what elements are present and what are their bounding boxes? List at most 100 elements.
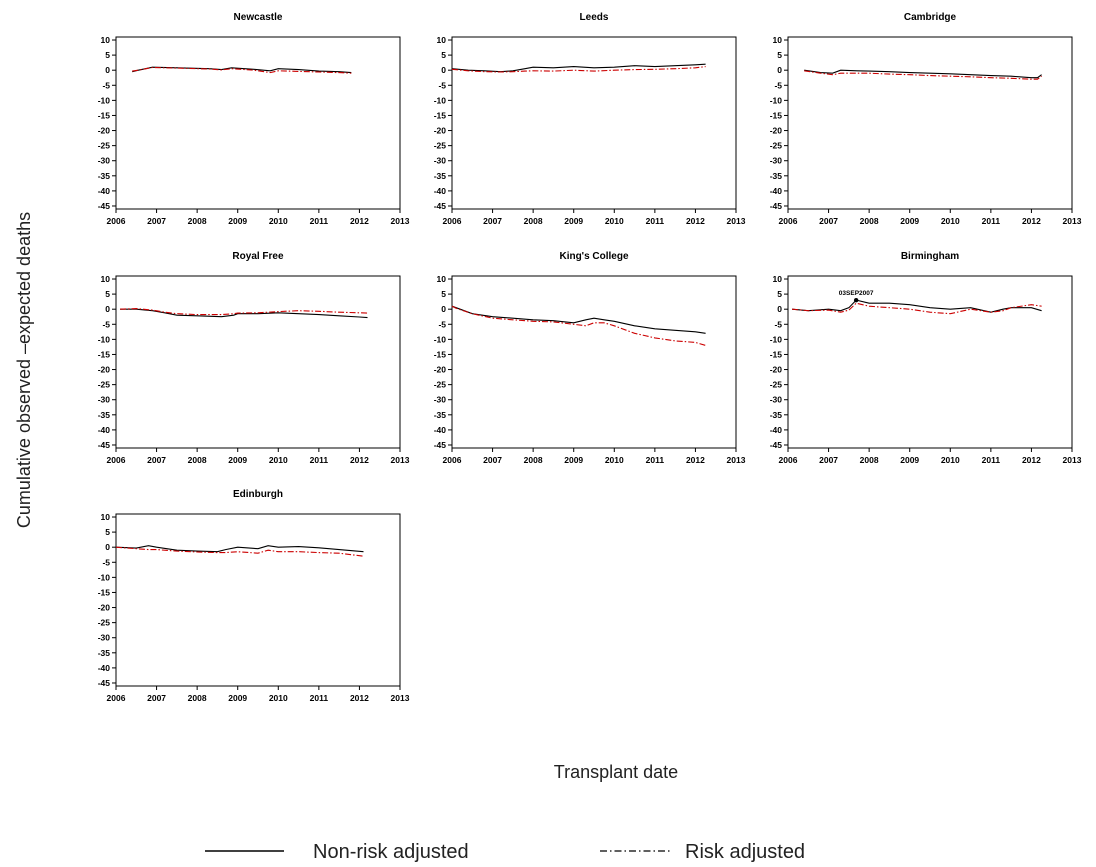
y-tick-label: -15 [770, 110, 783, 120]
panels-layer: Newcastle 10 5 0 -5 -10 -15 -20 -25 -30 -35 -40 -45 2… [98, 12, 1082, 703]
y-tick-label: -45 [98, 678, 111, 688]
y-tick-label: -40 [770, 425, 783, 435]
y-tick-label: -25 [770, 380, 783, 390]
x-tick-label: 2011 [646, 216, 665, 226]
y-tick-label: -30 [98, 633, 111, 643]
x-tick-label: 2011 [310, 455, 329, 465]
plot-frame [115, 275, 401, 449]
x-tick-label: 2010 [269, 693, 288, 703]
y-tick-label: -5 [774, 80, 782, 90]
panel-king-s-college: King's College 10 5 0 -5 -10 -15 -20 -25 -30 -35 -4… [434, 251, 746, 465]
panel-royal-free: Royal Free 10 5 0 -5 -10 -15 -20 -25 -30 -35 -40 -45… [98, 251, 410, 465]
series-line-non-risk-adjusted [804, 69, 1042, 79]
x-tick-label: 2007 [819, 455, 838, 465]
y-tick-label: -20 [434, 365, 447, 375]
y-tick-label: 0 [441, 65, 446, 75]
x-tick-label: 2008 [860, 216, 879, 226]
panel-title: Leeds [580, 12, 609, 23]
x-tick-label: 2007 [147, 455, 166, 465]
x-tick-label: 2013 [727, 455, 746, 465]
y-tick-label: -20 [98, 365, 111, 375]
y-tick-label: -45 [770, 201, 783, 211]
panel-title: Edinburgh [233, 489, 283, 500]
y-tick-label: 5 [441, 289, 446, 299]
y-tick-label: -35 [770, 410, 783, 420]
panel-title: Newcastle [234, 12, 283, 23]
y-tick-label: -15 [770, 349, 783, 359]
x-axis-title: Transplant date [554, 762, 678, 782]
y-tick-label: -25 [98, 141, 111, 151]
y-tick-label: -40 [98, 663, 111, 673]
y-axis-title: Cumulative observed –expected deaths [14, 212, 34, 528]
x-tick-label: 2013 [1063, 455, 1082, 465]
annotation-point [853, 297, 859, 303]
y-tick-label: -40 [434, 186, 447, 196]
x-tick-label: 2009 [564, 216, 583, 226]
x-tick-label: 2009 [564, 455, 583, 465]
series-line-non-risk-adjusted [115, 545, 364, 553]
x-tick-label: 2011 [310, 693, 329, 703]
x-tick-label: 2006 [107, 216, 126, 226]
y-tick-label: -10 [98, 95, 111, 105]
x-tick-label: 2013 [391, 216, 410, 226]
x-tick-label: 2012 [1022, 216, 1041, 226]
panel-newcastle: Newcastle 10 5 0 -5 -10 -15 -20 -25 -30 -35 -40 -45 2… [98, 12, 410, 226]
series-line-risk-adjusted [115, 546, 364, 557]
x-tick-label: 2012 [350, 216, 369, 226]
x-tick-label: 2010 [269, 216, 288, 226]
x-tick-label: 2013 [391, 693, 410, 703]
annotation-label: 03SEP2007 [839, 290, 874, 297]
series-line-risk-adjusted [120, 308, 368, 316]
x-tick-label: 2009 [900, 455, 919, 465]
x-tick-label: 2006 [779, 216, 798, 226]
y-tick-label: -15 [98, 110, 111, 120]
panel-title: Royal Free [232, 251, 284, 262]
x-tick-label: 2007 [147, 216, 166, 226]
x-tick-label: 2008 [188, 455, 207, 465]
y-tick-label: 10 [101, 274, 111, 284]
legend: Non-risk adjusted Risk adjusted [205, 841, 805, 863]
x-tick-label: 2013 [1063, 216, 1082, 226]
y-tick-label: -5 [102, 319, 110, 329]
y-tick-label: 5 [105, 527, 110, 537]
y-tick-label: 0 [441, 304, 446, 314]
panel-cambridge: Cambridge 10 5 0 -5 -10 -15 -20 -25 -30 -35 -40 -45 2… [770, 12, 1082, 226]
y-tick-label: 0 [777, 65, 782, 75]
plot-frame [115, 513, 401, 687]
y-tick-label: -20 [770, 126, 783, 136]
y-tick-label: -30 [98, 395, 111, 405]
y-tick-label: -25 [98, 380, 111, 390]
y-tick-label: -20 [770, 365, 783, 375]
panel-leeds: Leeds 10 5 0 -5 -10 -15 -20 -25 -30 -35 -40 -45 2006 2… [434, 12, 746, 226]
y-tick-label: 5 [777, 289, 782, 299]
series-line-non-risk-adjusted [792, 299, 1042, 313]
plot-frame [451, 36, 737, 210]
y-tick-label: 5 [105, 289, 110, 299]
x-tick-label: 2013 [727, 216, 746, 226]
panel-birmingham: Birmingham 10 5 0 -5 -10 -15 -20 -25 -30 -35 -40 -45… [770, 251, 1082, 465]
y-tick-label: 0 [105, 65, 110, 75]
y-tick-label: -30 [434, 395, 447, 405]
x-tick-label: 2011 [646, 455, 665, 465]
y-tick-label: -30 [434, 156, 447, 166]
x-tick-label: 2009 [228, 216, 247, 226]
legend-label-non-risk: Non-risk adjusted [313, 841, 469, 863]
x-tick-label: 2012 [1022, 455, 1041, 465]
y-tick-label: -35 [770, 171, 783, 181]
series-line-risk-adjusted [451, 305, 706, 346]
y-tick-label: -5 [438, 319, 446, 329]
x-tick-label: 2012 [350, 693, 369, 703]
y-tick-label: -30 [770, 395, 783, 405]
x-tick-label: 2008 [188, 216, 207, 226]
x-tick-label: 2010 [605, 455, 624, 465]
x-tick-label: 2012 [686, 455, 705, 465]
y-tick-label: 0 [105, 542, 110, 552]
x-tick-label: 2010 [941, 216, 960, 226]
y-tick-label: 5 [105, 50, 110, 60]
y-tick-label: -10 [98, 572, 111, 582]
y-tick-label: -35 [98, 410, 111, 420]
y-tick-label: -5 [102, 80, 110, 90]
x-tick-label: 2006 [107, 693, 126, 703]
panel-edinburgh: Edinburgh 10 5 0 -5 -10 -15 -20 -25 -30 -35 -40 -45 2… [98, 489, 410, 703]
y-tick-label: -20 [434, 126, 447, 136]
